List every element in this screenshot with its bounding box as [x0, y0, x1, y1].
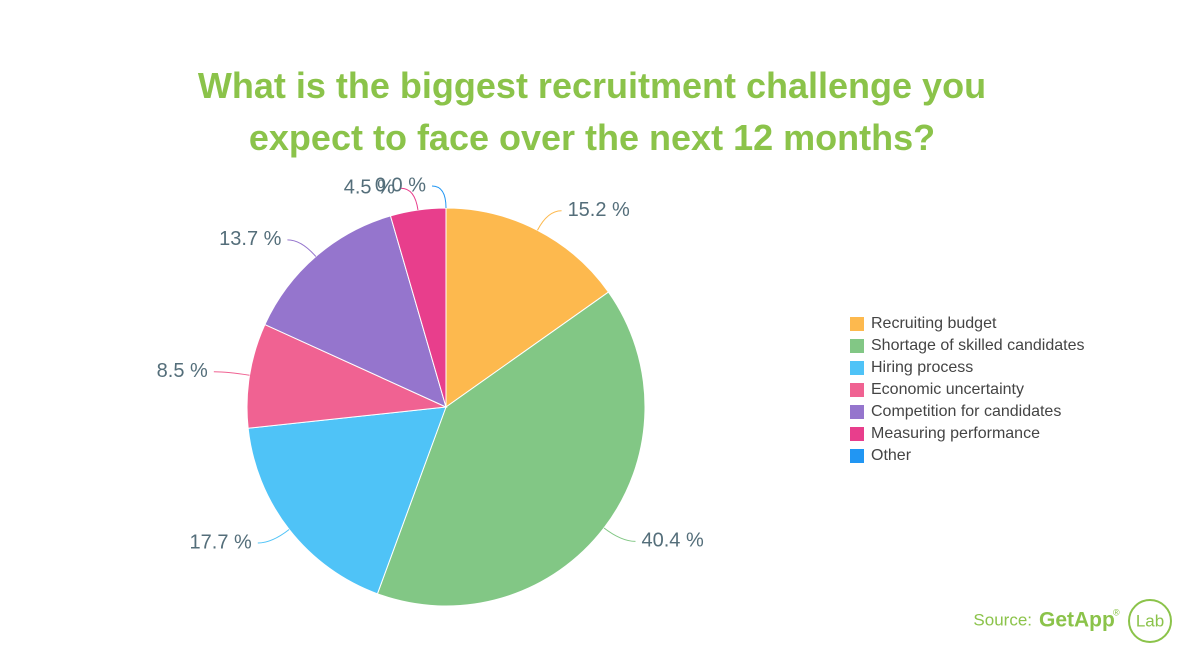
- legend-label: Economic uncertainty: [871, 381, 1024, 398]
- legend-label: Competition for candidates: [871, 403, 1061, 420]
- leader-line: [257, 529, 290, 544]
- value-label: 17.7 %: [190, 531, 252, 553]
- legend-swatch: [850, 361, 864, 375]
- leader-line: [400, 187, 419, 211]
- value-label: 40.4 %: [641, 530, 703, 552]
- chart-title: What is the biggest recruitment challeng…: [197, 65, 987, 158]
- source-brand-mark: ®: [1113, 607, 1120, 617]
- leader-line: [431, 185, 447, 209]
- leader-line: [213, 371, 250, 376]
- value-label: 4.5 %: [344, 176, 395, 198]
- legend-swatch: [850, 383, 864, 397]
- value-label: 8.5 %: [157, 360, 208, 382]
- legend-label: Measuring performance: [871, 425, 1040, 442]
- legend-swatch: [850, 339, 864, 353]
- legend-swatch: [850, 427, 864, 441]
- logo-circle: [1128, 599, 1172, 643]
- legend-swatch: [850, 405, 864, 419]
- source-label: Source:: [973, 610, 1032, 629]
- legend-label: Other: [871, 447, 912, 464]
- legend-label: Recruiting budget: [871, 315, 997, 332]
- pie-slice: [264, 215, 447, 408]
- leader-line: [287, 239, 317, 257]
- legend-label: Hiring process: [871, 359, 973, 376]
- value-label: 15.2 %: [568, 199, 630, 221]
- value-label: 0.0 %: [375, 174, 426, 196]
- leader-line: [537, 210, 562, 231]
- source-brand: GetApp: [1039, 609, 1115, 632]
- pie-slice: [247, 406, 447, 595]
- legend-swatch: [850, 317, 864, 331]
- pie-slice: [445, 207, 610, 408]
- value-label: 13.7 %: [219, 228, 281, 250]
- leader-line: [603, 527, 636, 542]
- legend-swatch: [850, 449, 864, 463]
- pie-slice: [376, 291, 646, 607]
- legend-label: Shortage of skilled candidates: [871, 337, 1084, 354]
- source-lab: Lab: [1136, 611, 1164, 630]
